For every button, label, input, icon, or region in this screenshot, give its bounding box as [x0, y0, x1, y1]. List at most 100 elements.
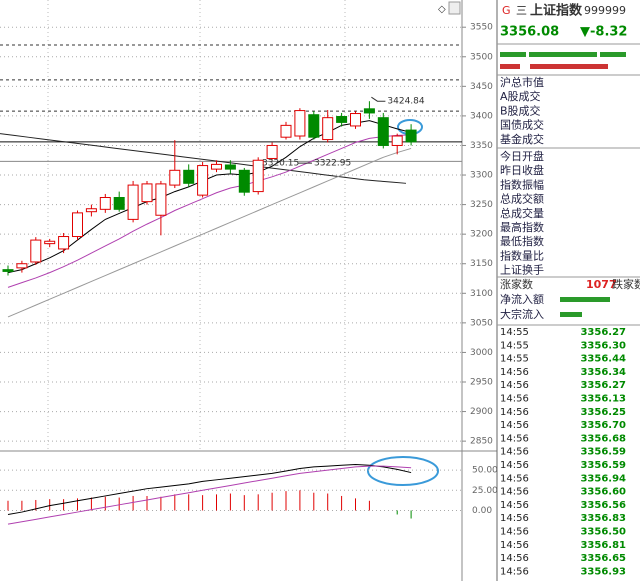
y-tick-label: 25.00 — [472, 486, 498, 496]
y-tick-label: 3250 — [470, 200, 493, 210]
change: ▼-8.32 — [580, 25, 627, 40]
bar — [500, 64, 520, 69]
candle-body — [127, 184, 139, 220]
highlight-ellipse — [367, 456, 439, 486]
candle-body — [85, 208, 97, 213]
tick-time: 14:56 — [500, 433, 529, 444]
flow-label: 净流入额 — [500, 292, 544, 306]
candle-body — [58, 236, 70, 250]
tick-time: 14:56 — [500, 380, 529, 391]
candle-body — [363, 108, 375, 114]
tick-time: 14:56 — [500, 367, 529, 378]
candle-body — [224, 164, 236, 170]
candle-body — [238, 169, 250, 193]
candle-body — [266, 144, 278, 159]
stat-label: B股成交 — [500, 103, 541, 117]
candle-body — [350, 113, 361, 127]
icon-g[interactable]: G — [502, 4, 511, 17]
tick-time: 14:56 — [500, 540, 529, 551]
tick-price: 3356.93 — [580, 566, 626, 577]
y-tick-label: 3500 — [470, 52, 493, 62]
vertical-grid — [47, 0, 346, 450]
tick-price: 3356.60 — [580, 487, 626, 498]
side-panel: G 三 上证指数 999999 3356.08 ▼-8.32 涨家数 1077 … — [497, 3, 640, 577]
down-label: 跌家数 — [612, 277, 640, 291]
bar — [529, 52, 597, 57]
tick-price: 3356.65 — [580, 553, 626, 564]
stat-label: 沪总市值 — [500, 75, 544, 89]
stat-label: 指数振幅 — [500, 177, 544, 191]
y-tick-label: 2900 — [470, 407, 493, 417]
candle-body — [336, 115, 348, 123]
y-tick-label: 2950 — [470, 377, 493, 387]
tick-price: 3356.68 — [580, 433, 626, 444]
tick-price: 3356.56 — [580, 500, 626, 511]
tick-time: 14:56 — [500, 407, 529, 418]
bar — [530, 64, 608, 69]
tick-price: 3356.50 — [580, 527, 626, 538]
candle-body — [391, 135, 403, 146]
candle-body — [16, 263, 28, 269]
price: 3356.08 — [500, 25, 559, 40]
stat-label: 最低指数 — [500, 234, 544, 248]
y-tick-label: 3350 — [470, 141, 493, 151]
tick-time: 14:56 — [500, 460, 529, 471]
up-label: 涨家数 — [500, 277, 533, 291]
up-count: 1077 — [586, 278, 617, 291]
tick-price: 3356.13 — [580, 394, 626, 405]
candle-body — [377, 117, 389, 146]
candle-body — [405, 129, 417, 143]
tick-time: 14:56 — [500, 487, 529, 498]
tick-time: 14:56 — [500, 394, 529, 405]
annotation-arrow — [371, 96, 386, 102]
candle-body — [141, 183, 153, 203]
candle-body — [2, 269, 14, 272]
stat-label: 指数量比 — [500, 248, 544, 262]
index-name: 上证指数 — [530, 3, 583, 19]
candle-body — [44, 240, 56, 245]
candle-body — [155, 183, 167, 216]
flow-bar — [560, 312, 582, 317]
tick-time: 14:56 — [500, 553, 529, 564]
tick-price: 3356.59 — [580, 447, 626, 458]
bar — [600, 52, 626, 57]
tick-time: 14:56 — [500, 420, 529, 431]
y-tick-label: 3550 — [470, 23, 493, 33]
scroll-button[interactable] — [448, 1, 461, 15]
candle-body — [252, 159, 264, 193]
candle-body — [308, 114, 320, 138]
tick-price: 3356.44 — [580, 354, 626, 365]
y-tick-label: 0.00 — [472, 506, 492, 516]
y-tick-label: 50.00 — [472, 466, 498, 476]
tick-time: 14:56 — [500, 566, 529, 577]
candle-body — [183, 169, 195, 184]
tick-price: 3356.25 — [580, 407, 626, 418]
tick-price: 3356.27 — [580, 327, 626, 338]
stat-label: 国债成交 — [500, 118, 544, 132]
indicator-line — [7, 463, 412, 515]
stat-label: 总成交量 — [500, 206, 544, 220]
stat-label: 总成交额 — [500, 192, 544, 206]
candle-body — [211, 163, 222, 170]
y-tick-label: 3300 — [470, 171, 493, 181]
icon-menu[interactable]: 三 — [516, 4, 527, 17]
stat-label: 今日开盘 — [500, 149, 544, 163]
tick-time: 14:55 — [500, 327, 529, 338]
candle-body — [113, 197, 125, 210]
tick-time: 14:56 — [500, 473, 529, 484]
tick-price: 3356.27 — [580, 380, 626, 391]
annotation: 3424.84 — [387, 97, 424, 107]
tick-price: 3356.34 — [580, 367, 626, 378]
bar — [500, 52, 526, 57]
candle-body — [280, 124, 292, 138]
candle-body — [322, 117, 334, 141]
stat-label: 基金成交 — [500, 132, 544, 146]
annotation: 3320.15 — [262, 159, 299, 169]
tick-time: 14:55 — [500, 354, 529, 365]
flow-label: 大宗流入 — [500, 307, 544, 321]
y-tick-label: 2850 — [470, 437, 493, 447]
candle-body — [99, 197, 111, 210]
tick-time: 14:56 — [500, 447, 529, 458]
